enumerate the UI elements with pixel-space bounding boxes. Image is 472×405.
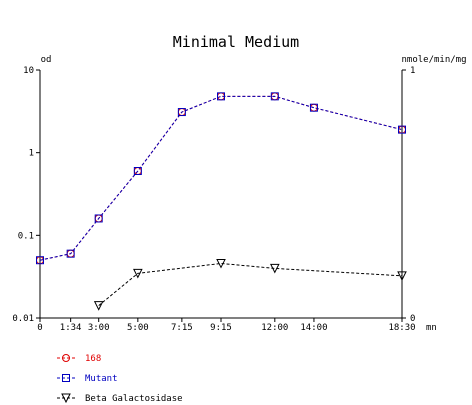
series-mutant-point [36,256,44,265]
series-mutant-line [39,95,403,261]
series-beta-galactosidase-legend-label: Beta Galactosidase [85,394,183,404]
y-left-tick-label: 1 [29,149,34,159]
y-right-tick-label: 1 [410,66,415,76]
y-axis-right-label: nmole/min/mg [401,55,466,65]
series-beta-galactosidase-point [93,301,104,311]
x-tick-label: 7:15 [171,323,193,333]
series-mutant-legend-marker [62,374,70,382]
series-beta-galactosidase-legend-marker [61,393,71,404]
series-beta-galactosidase-point [397,271,407,281]
series-mutant-point [270,92,279,101]
y-left-tick-label: 0.1 [18,231,34,241]
x-axis-unit: mn [426,323,437,333]
y-left-tick-label: 0.01 [12,314,34,324]
series-168-legend-marker [62,354,70,362]
x-tick-label: 14:00 [300,323,327,333]
series-168-legend-label: 168 [85,354,101,364]
y-right-tick-label: 0 [410,314,415,324]
x-tick-label: 0 [37,323,42,333]
series-168-point [309,103,318,112]
x-tick-label: 3:00 [88,323,110,333]
series-mutant-point [217,92,225,101]
y-left-tick-label: 10 [23,66,34,76]
x-tick-label: 12:00 [261,323,288,333]
y-axis-left-label: od [41,55,52,65]
x-tick-label: 5:00 [127,323,149,333]
series-168-line [39,95,403,261]
x-tick-label: 18:30 [388,323,415,333]
series-mutant-point [309,103,318,112]
series-beta-galactosidase-point [216,258,226,269]
series-mutant-point [133,167,142,176]
series-mutant-point [398,125,406,134]
x-tick-label: 1:34 [60,323,82,333]
chart-title: Minimal Medium [173,33,299,51]
series-mutant-legend-label: Mutant [85,374,118,384]
series-mutant-point [177,108,186,117]
series-mutant-point [94,214,103,223]
x-tick-label: 9:15 [210,323,232,333]
series-beta-galactosidase-point [270,263,280,274]
series-beta-galactosidase-point [133,268,143,279]
series-mutant-point [66,249,75,258]
series-beta-galactosidase-line [98,262,403,306]
